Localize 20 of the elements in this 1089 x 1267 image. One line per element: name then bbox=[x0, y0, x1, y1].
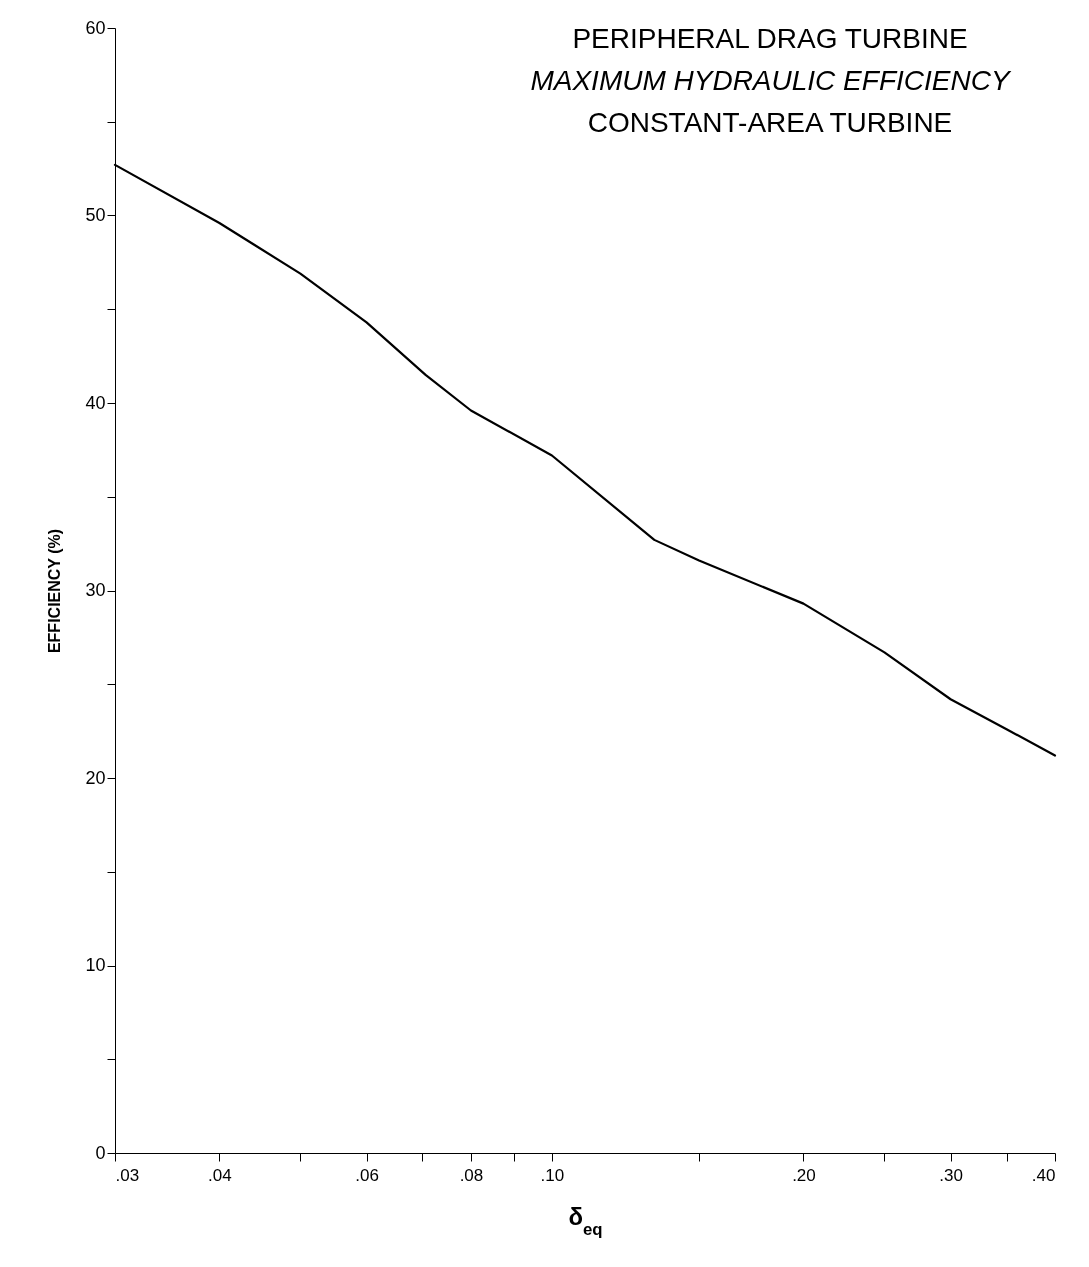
y-axis-title: EFFICIENCY (%) bbox=[46, 528, 64, 654]
y-tick-label: 0 bbox=[95, 1142, 106, 1163]
y-tick-label: 40 bbox=[85, 392, 106, 413]
x-axis-title: δ$_{eq}$ bbox=[568, 1202, 603, 1238]
annotation: CONSTANT-AREA TURBINE bbox=[587, 107, 953, 138]
x-tick-label: .03 bbox=[115, 1165, 140, 1185]
y-tick-label: 60 bbox=[85, 17, 106, 38]
text: MAXIMUM HYDRAULIC EFFICIENCY bbox=[530, 65, 1012, 96]
x-tick-label: .10 bbox=[540, 1165, 565, 1185]
x-tick-label: .20 bbox=[792, 1165, 816, 1185]
y-tick-label: 10 bbox=[85, 955, 106, 975]
x-tick-label: .06 bbox=[355, 1165, 379, 1185]
y-tick-label: 20 bbox=[85, 767, 106, 788]
x-tick-label: .40 bbox=[1031, 1165, 1056, 1185]
y-tick-label: 50 bbox=[85, 205, 106, 225]
y-tick-label: 30 bbox=[85, 580, 106, 600]
x-tick-label: .04 bbox=[208, 1165, 232, 1185]
x-tick-label: .08 bbox=[459, 1165, 484, 1185]
x-tick-label: .30 bbox=[939, 1165, 963, 1185]
chart-title: PERIPHERAL DRAG TURBINE bbox=[572, 23, 968, 54]
